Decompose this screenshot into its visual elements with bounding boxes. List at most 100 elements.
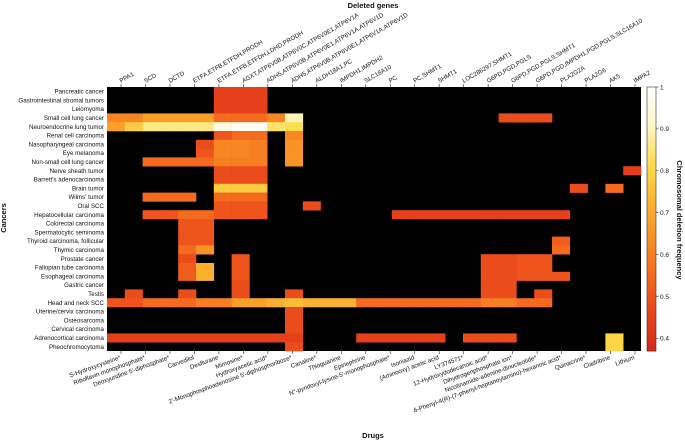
heatmap-cell: [196, 271, 215, 281]
heatmap-cell: [534, 271, 553, 281]
heatmap-cell: [213, 166, 232, 176]
heatmap-cell: [480, 289, 499, 299]
heatmap-cell: [178, 210, 197, 220]
heatmap-cell: [569, 183, 588, 193]
heatmap-cell: [427, 333, 446, 343]
heatmap-cell: [142, 113, 161, 123]
colorbar-segment: [647, 291, 656, 295]
heatmap-cell: [231, 333, 250, 343]
colorbar-segment: [647, 245, 656, 248]
colorbar-tick-label: 0.6: [660, 252, 669, 259]
heatmap-cell: [285, 131, 304, 141]
heatmap-cell: [480, 210, 499, 220]
colorbar-segment: [647, 298, 656, 301]
colorbar-segment: [647, 124, 656, 127]
heatmap-cell: [231, 148, 250, 158]
heatmap-cell: [249, 148, 268, 158]
cancer-label: Thymic carcinoma: [54, 247, 105, 254]
colorbar-frame: [646, 86, 657, 352]
heatmap-cell: [160, 333, 179, 343]
heatmap-cell: [213, 333, 232, 343]
heatmap-cell: [160, 298, 179, 308]
heatmap-cell: [516, 210, 535, 220]
heatmap-cell: [498, 333, 517, 343]
heatmap-cell: [356, 333, 375, 343]
cancer-label: Gastrointestinal stromal tumors: [18, 97, 104, 104]
colorbar-segment: [647, 216, 656, 220]
heatmap-cell: [178, 122, 197, 132]
heatmap-cell: [391, 298, 410, 308]
heatmap-cell: [605, 183, 624, 193]
heatmap-cell: [249, 157, 268, 167]
colorbar-segment: [647, 91, 656, 94]
heatmap-cell: [196, 219, 215, 229]
colorbar-segment: [647, 225, 656, 229]
cancer-label: Gastric cancer: [64, 282, 104, 289]
colorbar-segment: [647, 159, 656, 163]
heatmap-cell: [142, 157, 161, 167]
colorbar-segment: [647, 161, 656, 165]
drug-label: Lithium: [615, 354, 636, 367]
cancer-label: Nerve sheath tumor: [50, 168, 104, 175]
heatmap-cell: [213, 148, 232, 158]
colorbar-segment: [647, 210, 656, 213]
y-axis-title: Cancers: [0, 203, 8, 233]
gene-label: PPA1: [119, 71, 136, 85]
heatmap-cell: [178, 227, 197, 237]
colorbar-segment: [647, 89, 656, 92]
colorbar-segment: [647, 300, 656, 303]
gene-label: SCD: [143, 72, 158, 85]
colorbar-segment: [647, 153, 656, 156]
heatmap-cell: [605, 333, 624, 343]
colorbar-segment: [647, 109, 656, 112]
heatmap-cell: [231, 104, 250, 114]
colorbar-segment: [647, 150, 656, 154]
heatmap-cell: [124, 289, 143, 299]
colorbar-segment: [647, 324, 656, 328]
colorbar-segment: [647, 252, 656, 255]
heatmap-cell: [196, 148, 215, 158]
heatmap-cell: [178, 219, 197, 229]
colorbar-segment: [647, 315, 656, 319]
heatmap-cell: [480, 271, 499, 281]
heatmap-cell: [213, 95, 232, 105]
heatmap-cell: [160, 113, 179, 123]
colorbar-segment: [647, 269, 656, 273]
colorbar-segment: [647, 212, 656, 215]
heatmap-cell: [267, 113, 286, 123]
heatmap-cell: [623, 166, 642, 176]
heatmap-cell: [231, 122, 250, 132]
colorbar-segment: [647, 95, 656, 99]
bottom-axis-title: Drugs: [362, 431, 384, 440]
colorbar-segment: [647, 190, 656, 193]
colorbar-segment: [647, 329, 656, 332]
colorbar-segment: [647, 133, 656, 136]
heatmap-cell: [552, 245, 571, 255]
heatmap-cell: [534, 298, 553, 308]
heatmap-cell: [231, 201, 250, 211]
cancer-label: Renal cell carcinoma: [47, 133, 105, 140]
heatmap-cell: [338, 298, 357, 308]
heatmap-cell: [231, 298, 250, 308]
heatmap-cell: [320, 298, 339, 308]
heatmap-cell: [605, 342, 624, 352]
heatmap-cell: [213, 175, 232, 185]
heatmap-cell: [231, 166, 250, 176]
colorbar-segment: [647, 309, 656, 312]
heatmap-cell: [285, 157, 304, 167]
cancer-label: Barrett's adenocarcinoma: [34, 177, 105, 184]
heatmap-cell: [178, 113, 197, 123]
heatmap-cells: [107, 87, 642, 352]
heatmap-cell: [480, 333, 499, 343]
heatmap-cell: [409, 333, 428, 343]
heatmap-cell: [160, 157, 179, 167]
colorbar-segment: [647, 348, 656, 352]
heatmap-cell: [374, 298, 393, 308]
heatmap-cell: [124, 333, 143, 343]
colorbar-segment: [647, 164, 656, 167]
heatmap-cell: [142, 333, 161, 343]
colorbar-segment: [647, 170, 656, 174]
colorbar-segment: [647, 302, 656, 306]
heatmap-cell: [534, 289, 553, 299]
heatmap-cell: [160, 192, 179, 202]
